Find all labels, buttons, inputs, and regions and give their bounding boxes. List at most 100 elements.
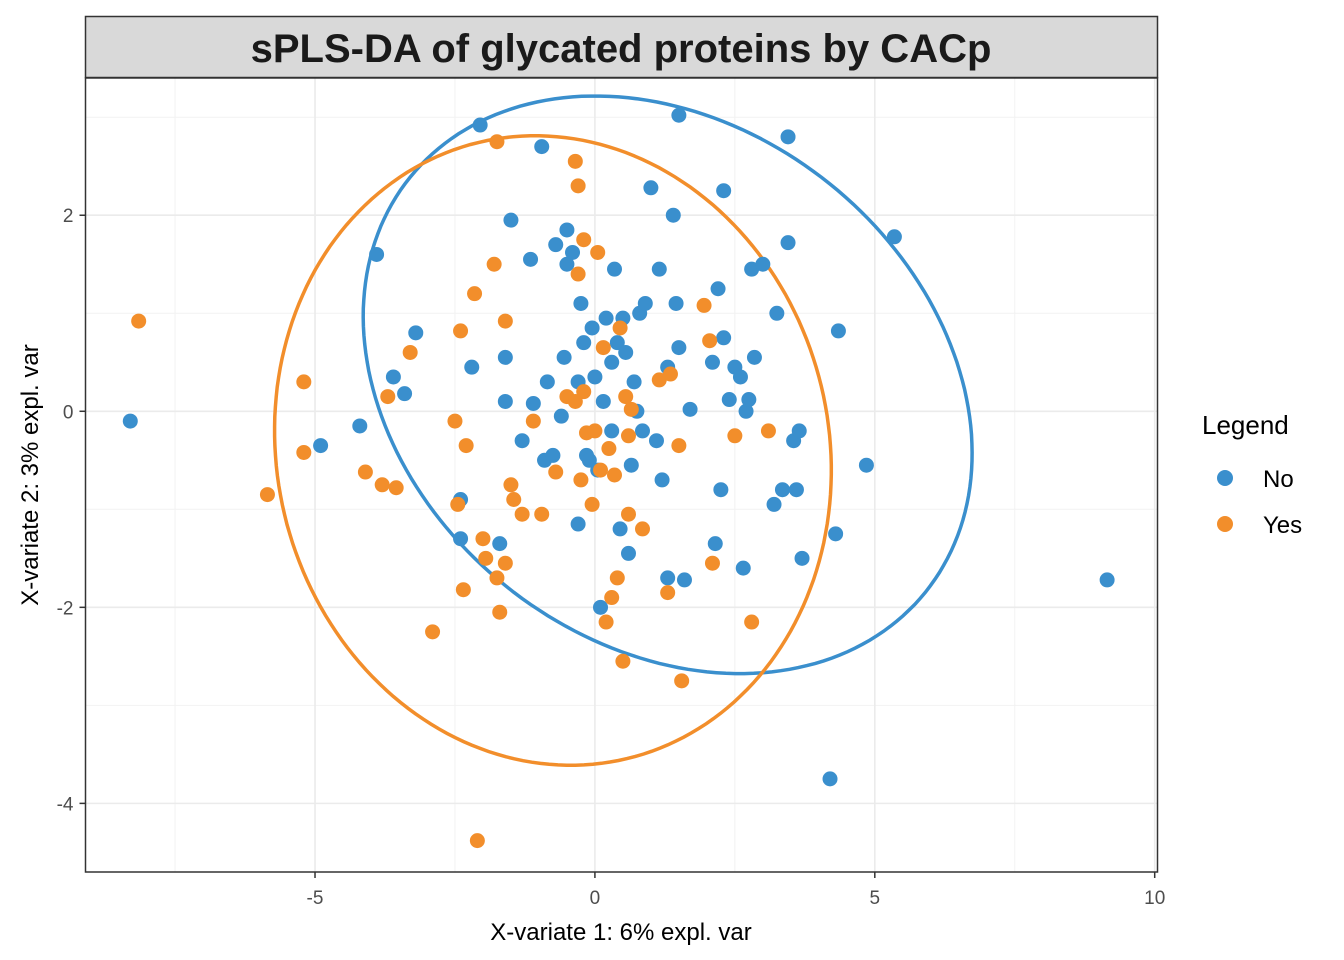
point-yes — [702, 333, 718, 349]
point-no — [738, 403, 754, 419]
x-tick-label: 10 — [1144, 888, 1165, 909]
point-yes — [607, 467, 623, 483]
point-no — [598, 310, 614, 326]
point-yes — [727, 428, 743, 444]
point-no — [352, 418, 368, 434]
point-no — [570, 516, 586, 532]
point-yes — [612, 320, 628, 336]
point-no — [553, 408, 569, 424]
point-yes — [601, 441, 617, 457]
point-no — [822, 771, 838, 787]
point-yes — [467, 286, 483, 302]
point-yes — [590, 244, 606, 260]
point-yes — [534, 506, 550, 522]
point-no — [503, 212, 519, 228]
point-no — [595, 393, 611, 409]
point-yes — [604, 590, 620, 606]
major-grid — [85, 78, 1158, 872]
point-no — [721, 392, 737, 408]
point-yes — [497, 313, 513, 329]
point-no — [665, 207, 681, 223]
ellipse-no — [361, 94, 974, 676]
y-axis: -4 -2 0 2 — [57, 206, 86, 815]
point-yes — [623, 401, 639, 417]
point-yes — [573, 472, 589, 488]
point-yes — [593, 462, 609, 478]
point-no — [559, 256, 575, 272]
point-no — [626, 374, 642, 390]
point-no — [648, 433, 664, 449]
point-no — [497, 349, 513, 365]
point-yes — [744, 614, 760, 630]
point-yes — [584, 496, 600, 512]
point-yes — [489, 570, 505, 586]
point-yes — [486, 256, 502, 272]
y-axis-title: X-variate 2: 3% expl. var — [17, 344, 44, 605]
point-no — [556, 349, 572, 365]
point-yes — [696, 297, 712, 313]
point-yes — [674, 673, 690, 689]
legend-key-yes — [1217, 516, 1233, 532]
point-no — [559, 222, 575, 238]
point-yes — [587, 423, 603, 439]
title-strip — [84, 15, 1159, 79]
point-no — [704, 354, 720, 370]
point-yes — [131, 313, 147, 329]
point-no — [607, 261, 623, 277]
point-no — [565, 244, 581, 260]
point-no — [643, 180, 659, 196]
point-yes — [671, 438, 687, 454]
panel-border — [84, 77, 1159, 873]
confidence-ellipses — [272, 94, 974, 767]
point-no — [497, 393, 513, 409]
point-no — [735, 560, 751, 576]
point-no — [604, 354, 620, 370]
point-no — [523, 251, 539, 267]
x-axis-title: X-variate 1: 6% expl. var — [490, 919, 751, 946]
point-no — [732, 369, 748, 385]
point-no — [794, 550, 810, 566]
point-no — [886, 229, 902, 245]
legend-label-yes: Yes — [1263, 512, 1302, 539]
x-tick-label: 5 — [870, 888, 881, 909]
point-no — [514, 433, 530, 449]
point-yes — [259, 487, 275, 503]
point-no — [618, 344, 634, 360]
point-no — [716, 330, 732, 346]
point-yes — [455, 582, 471, 598]
point-no — [746, 349, 762, 365]
point-yes — [595, 340, 611, 356]
point-yes — [609, 570, 625, 586]
point-no — [769, 305, 785, 321]
point-yes — [548, 464, 564, 480]
point-yes — [576, 384, 592, 400]
point-yes — [296, 374, 312, 390]
point-yes — [651, 372, 667, 388]
y-tick-label: 2 — [63, 206, 74, 227]
point-no — [668, 295, 684, 311]
data-points — [122, 107, 1115, 849]
point-no — [1099, 572, 1115, 588]
point-no — [774, 482, 790, 498]
point-no — [713, 482, 729, 498]
point-no — [858, 457, 874, 473]
point-no — [313, 438, 329, 454]
x-tick-label: -5 — [307, 888, 324, 909]
point-no — [755, 256, 771, 272]
point-no — [609, 335, 625, 351]
point-no — [593, 599, 609, 615]
point-no — [545, 447, 561, 463]
point-yes — [660, 585, 676, 601]
x-tick-label: 0 — [590, 888, 601, 909]
point-no — [660, 570, 676, 586]
point-no — [828, 526, 844, 542]
point-yes — [567, 153, 583, 169]
point-yes — [475, 531, 491, 547]
point-yes — [425, 624, 441, 640]
point-yes — [453, 323, 469, 339]
y-tick-label: 0 — [63, 402, 74, 423]
point-no — [780, 129, 796, 145]
point-no — [369, 246, 385, 262]
point-yes — [458, 438, 474, 454]
